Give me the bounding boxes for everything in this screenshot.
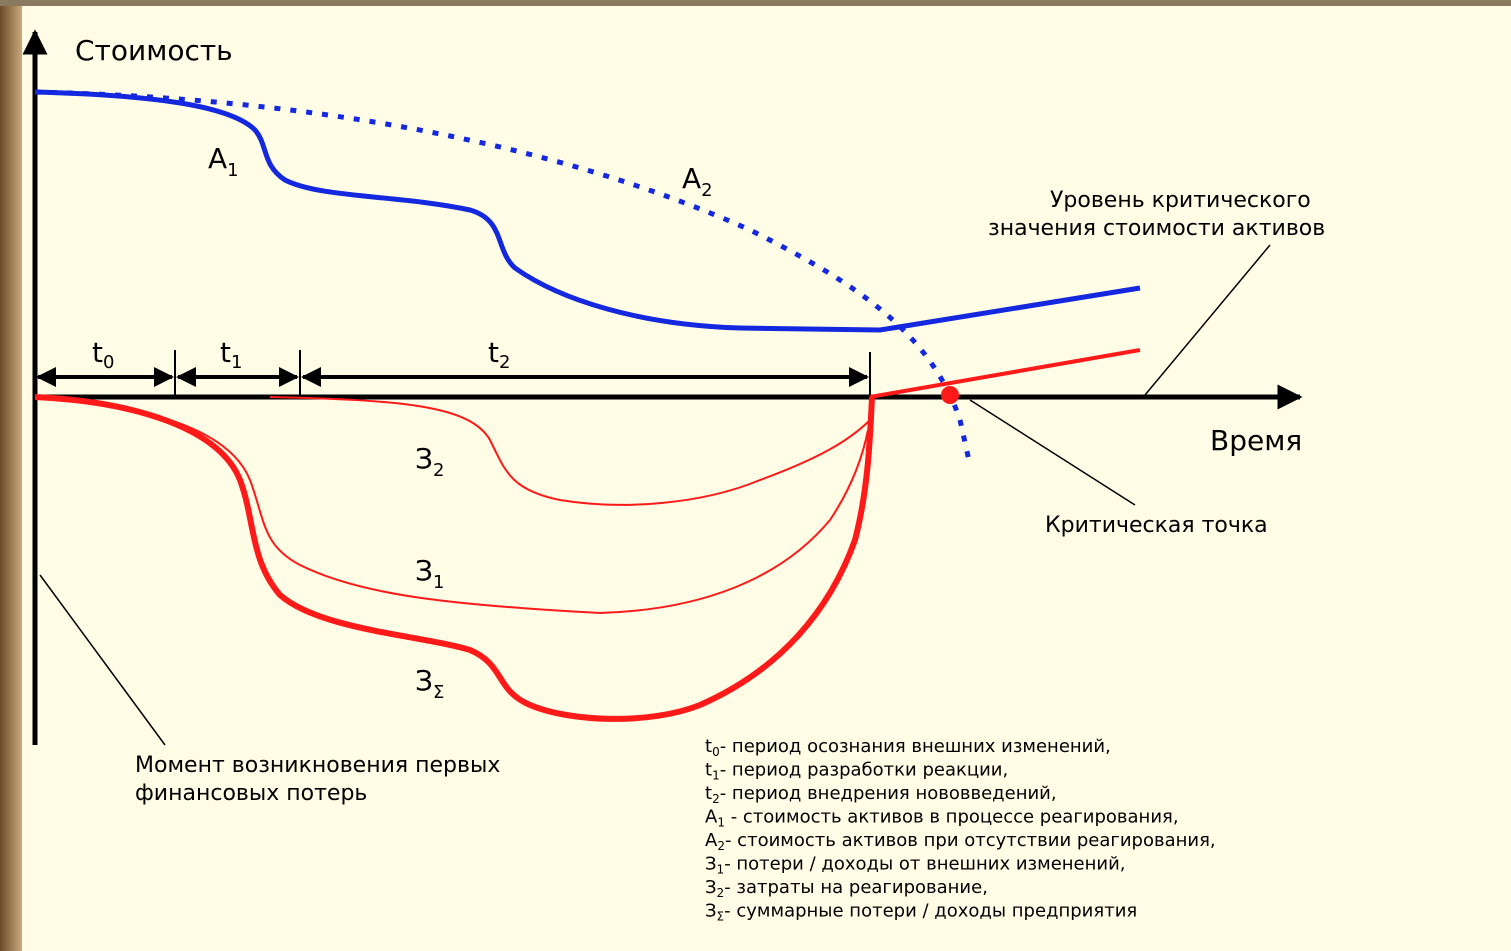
- curve-label: А1: [208, 142, 239, 181]
- legend-entry: t1- период разработки реакции,: [705, 760, 1008, 783]
- photo-edge-top: [0, 0, 1511, 6]
- legend-entry: t2- период внедрения нововведений,: [705, 783, 1057, 806]
- curve-z-sigma: [34, 394, 875, 722]
- curve-label: ЗΣ: [415, 664, 444, 703]
- curve-label: З1: [415, 554, 444, 593]
- period-label: t2: [488, 336, 510, 373]
- curve-z1: [34, 396, 869, 615]
- legend-entry: t0- период осознания внешних изменений,: [705, 736, 1111, 759]
- annotation: Уровень критического: [1050, 188, 1311, 213]
- curve-a2: [34, 89, 973, 466]
- legend-entry: ЗΣ- суммарные потери / доходы предприяти…: [705, 901, 1137, 924]
- legend-entry: А1 - стоимость активов в процессе реагир…: [705, 807, 1179, 830]
- annotation: Момент возникновения первых: [135, 753, 500, 778]
- critical-point: [941, 386, 959, 404]
- red-rise: [869, 348, 1141, 399]
- photo-edge-left: [0, 0, 22, 951]
- legend-entry: А2- стоимость активов при отсутствии реа…: [705, 830, 1216, 853]
- period-dimensions: [36, 350, 871, 397]
- annotation: Критическая точка: [1045, 513, 1268, 538]
- legend: t0- период осознания внешних изменений,t…: [705, 736, 1216, 924]
- legend-entry: З2- затраты на реагирование,: [705, 877, 988, 900]
- pointers: [39, 244, 1271, 746]
- annotation: значения стоимости активов: [988, 216, 1325, 241]
- period-label: t0: [92, 336, 114, 373]
- x-axis-label: Время: [1210, 424, 1302, 457]
- curve-z2: [269, 396, 871, 506]
- curve-label: А2: [682, 162, 713, 201]
- curve-label: З2: [415, 442, 444, 481]
- period-label: t1: [220, 336, 242, 373]
- annotation: финансовых потерь: [135, 781, 367, 806]
- legend-entry: З1- потери / доходы от внешних изменений…: [705, 854, 1126, 877]
- curve-a1: [34, 89, 1141, 333]
- y-axis-label: Стоимость: [75, 34, 233, 67]
